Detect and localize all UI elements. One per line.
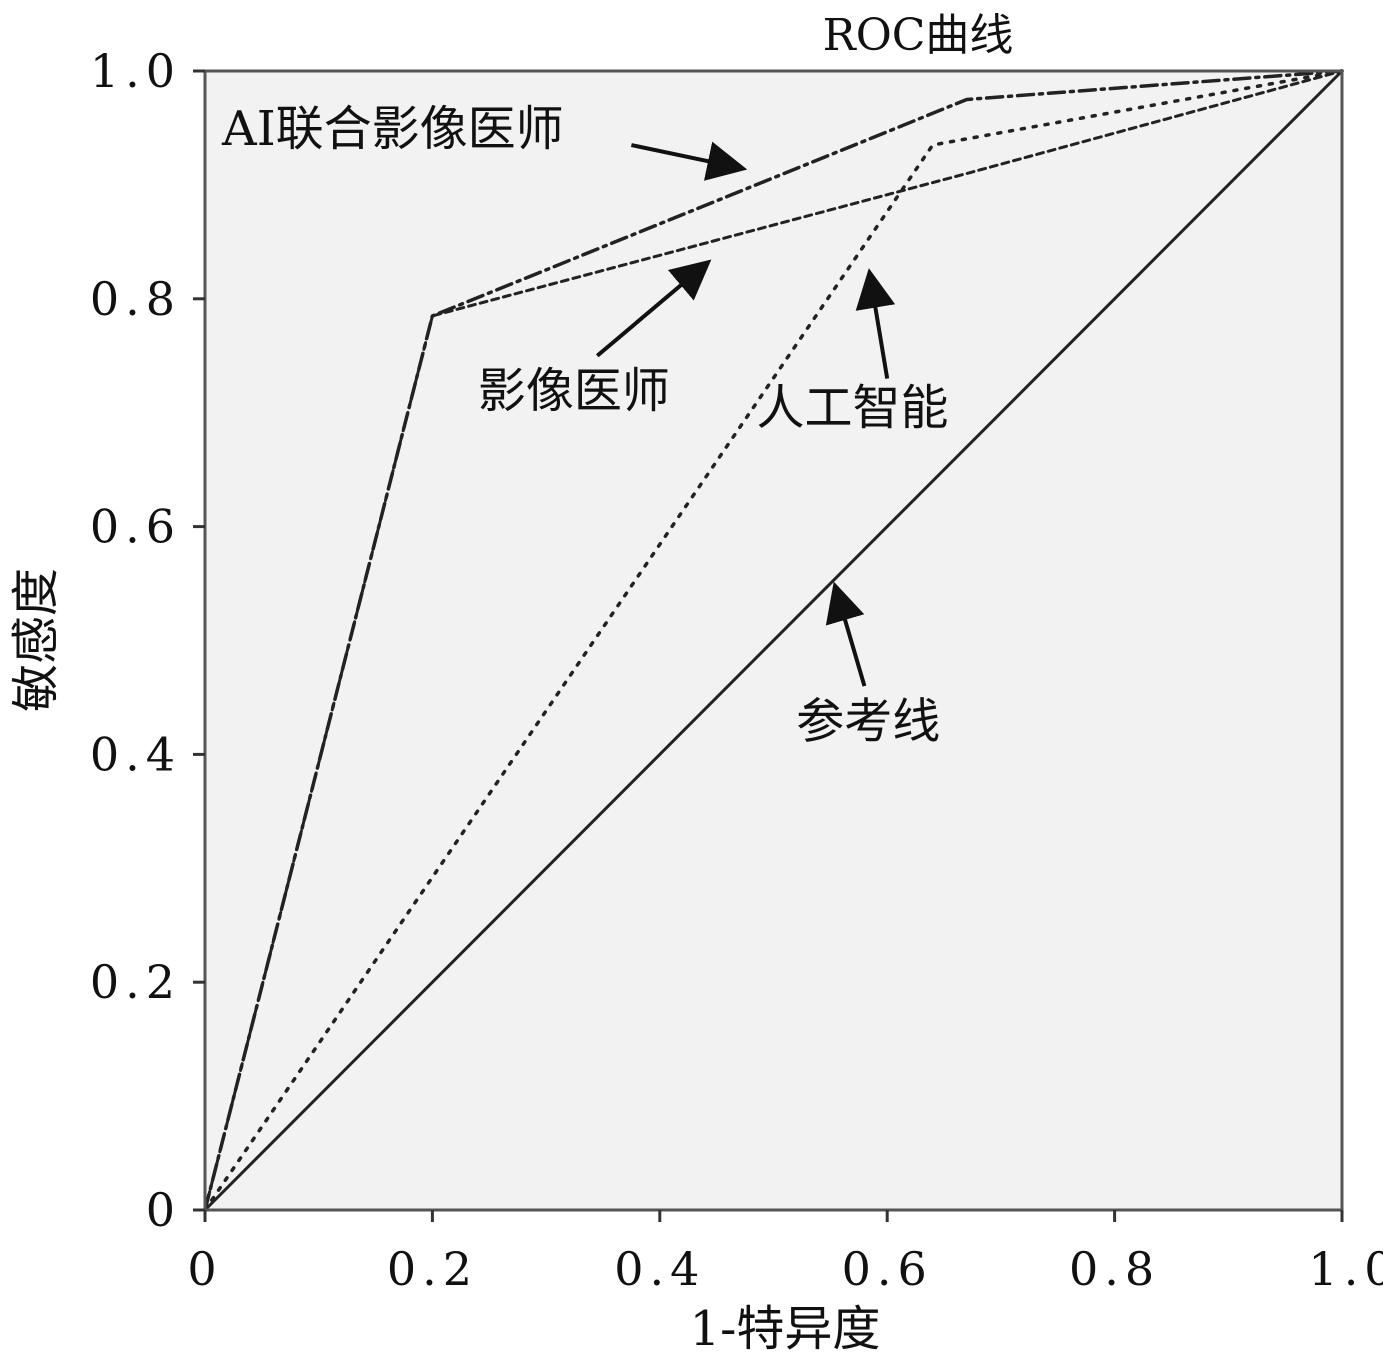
y-axis-title: 敏感度 [8, 568, 64, 712]
series-layer [203, 69, 1344, 1212]
y-tick-label-2: 0.4 [90, 727, 181, 781]
y-tick-label-0: 0 [146, 1183, 181, 1237]
annotation-arrow-2 [855, 268, 896, 379]
x-tick-label-1: 0.2 [387, 1242, 478, 1296]
annotation-label-1: 影像医师 [478, 363, 670, 419]
x-tick-label-0: 0 [187, 1242, 222, 1296]
chart-title: ROC曲线 [823, 10, 1014, 61]
annotation-arrow-0 [630, 141, 748, 181]
ticks-layer: 0 0.2 0.4 0.6 0.8 1.0 0 0.2 0.4 0.6 0.8 1.0 [90, 44, 1383, 1296]
plot-frame [203, 69, 1344, 1212]
series-line-1 [203, 69, 1344, 1212]
x-axis-title: 1-特异度 [690, 1301, 881, 1357]
y-tick-label-4: 0.8 [90, 272, 181, 326]
x-tick-label-3: 0.6 [842, 1242, 933, 1296]
y-tick-label-3: 0.6 [90, 500, 181, 554]
x-tick-label-5: 1.0 [1308, 1242, 1383, 1296]
annotation-label-0: AI联合影像医师 [221, 101, 564, 157]
annotation-arrow-3 [825, 581, 867, 687]
y-tick-label-1: 0.2 [90, 955, 181, 1009]
series-line-0 [203, 69, 1344, 1212]
x-tick-label-2: 0.4 [614, 1242, 705, 1296]
y-tick-label-5: 1.0 [90, 44, 181, 98]
annotation-arrow-1 [595, 259, 712, 358]
annotation-label-3: 参考线 [796, 693, 940, 749]
annotation-label-2: 人工智能 [756, 380, 948, 436]
series-line-3 [203, 69, 1344, 1212]
x-tick-label-4: 0.8 [1069, 1242, 1160, 1296]
